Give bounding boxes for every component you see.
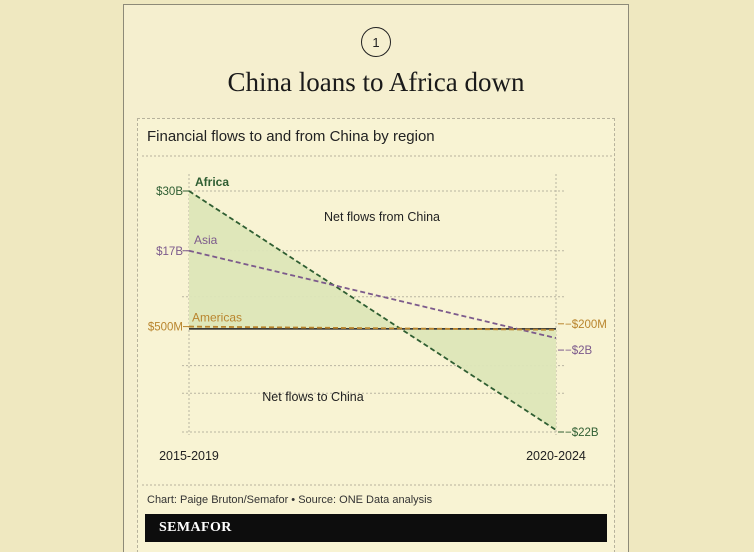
africa-end-label: −$22B [565,427,599,439]
africa-series-line [188,190,557,431]
brand-name: SEMAFOR [159,520,232,535]
asia-end-label: −$2B [565,345,593,357]
africa-start-label: $30B [156,186,183,198]
americas-series-line [188,325,557,331]
africa-fill-positive [189,191,401,329]
annotation-above-zero: Net flows from China [324,210,440,224]
chart-credit: Chart: Paige Bruton/Semafor • Source: ON… [147,494,433,506]
category-label: 2020-2024 [526,449,586,463]
category-label: 2015-2019 [159,449,219,463]
page-title: China loans to Africa down [227,67,525,97]
americas-start-label: $500M [148,322,183,334]
chart-title: Financial flows to and from China by reg… [147,128,435,145]
asia-series-line [188,249,557,339]
chart-card: 1 China loans to Africa down Financial f… [123,4,629,552]
americas-series-name: Americas [192,311,242,325]
asia-series-name: Asia [194,233,218,247]
annotation-below-zero: Net flows to China [262,390,363,404]
asia-start-label: $17B [156,246,183,258]
americas-end-label: −$200M [565,319,607,331]
step-number-badge: 1 [361,27,391,57]
line-chart: Financial flows to and from China by reg… [142,128,612,506]
africa-series-name: Africa [195,175,229,189]
chart-frame: Financial flows to and from China by reg… [137,118,615,552]
brand-logo-bar: SEMAFOR [145,514,607,542]
